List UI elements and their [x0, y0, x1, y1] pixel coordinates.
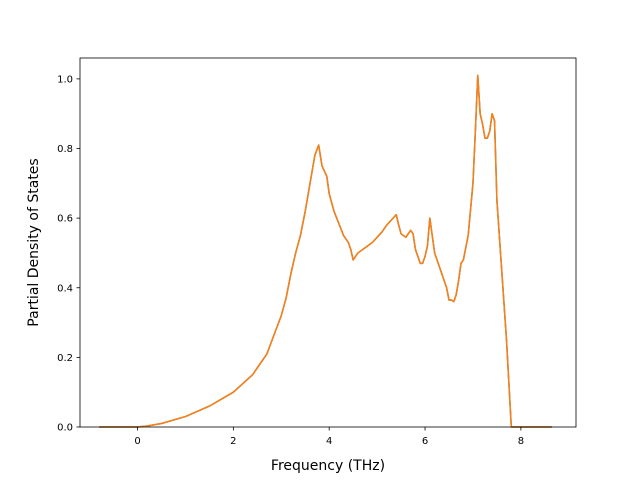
x-axis-ticks: 0 2 4 6 8 — [134, 427, 524, 447]
plot-area — [80, 58, 576, 427]
plot-frame — [79, 57, 577, 428]
x-tick-label: 8 — [518, 436, 524, 447]
y-axis-ticks: 0.0 0.2 0.4 0.6 0.8 1.0 — [57, 74, 80, 434]
x-tick-label: 2 — [230, 436, 236, 447]
series-line-2 — [99, 74, 553, 428]
y-tick-label: 0.6 — [57, 214, 73, 225]
x-tick-label: 0 — [134, 436, 140, 447]
y-tick-label: 0.2 — [57, 353, 73, 364]
x-tick-label: 4 — [326, 436, 332, 447]
y-tick-label: 0.4 — [57, 283, 73, 294]
y-axis-label: Partial Density of States — [26, 158, 42, 326]
y-tick-label: 0.0 — [57, 423, 73, 434]
series-layer — [99, 74, 553, 428]
y-tick-label: 1.0 — [57, 74, 73, 85]
x-tick-label: 6 — [422, 436, 428, 447]
y-tick-label: 0.8 — [57, 144, 73, 155]
x-axis-label: Frequency (THz) — [271, 458, 385, 474]
